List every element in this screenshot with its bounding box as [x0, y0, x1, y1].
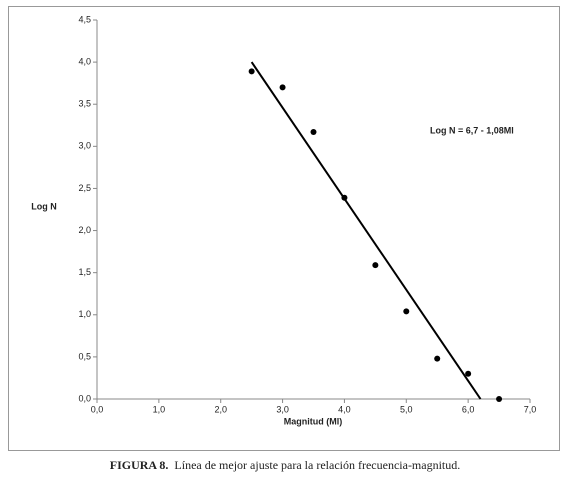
y-tick-label: 1,0 [78, 309, 91, 319]
x-tick-label: 7,0 [524, 404, 537, 414]
x-tick-label: 5,0 [400, 404, 413, 414]
annotation: Log N = 6,7 - 1,08Ml [430, 125, 514, 135]
y-tick-label: 3,0 [78, 141, 91, 151]
y-axis-label: Log N [31, 201, 57, 211]
x-tick-label: 0,0 [91, 404, 104, 414]
x-tick-label: 1,0 [153, 404, 166, 414]
data-point [434, 355, 441, 362]
chart-frame [8, 6, 560, 451]
data-point [465, 370, 472, 377]
y-tick-label: 2,0 [78, 225, 91, 235]
y-tick-label: 1,5 [78, 267, 91, 277]
x-tick-label: 3,0 [276, 404, 289, 414]
y-tick-label: 4,5 [78, 14, 91, 24]
data-point [310, 129, 317, 136]
data-point [248, 68, 255, 75]
x-tick-label: 4,0 [338, 404, 351, 414]
caption-label: FIGURA 8. [110, 458, 169, 472]
data-point [279, 84, 286, 91]
y-tick-label: 2,5 [78, 183, 91, 193]
x-tick-label: 2,0 [214, 404, 227, 414]
x-axis-label: Magnitud (Ml) [284, 416, 342, 426]
y-tick-label: 4,0 [78, 56, 91, 66]
data-point [341, 194, 348, 201]
caption-text: Línea de mejor ajuste para la relación f… [174, 458, 460, 472]
data-point [403, 308, 410, 315]
y-tick-label: 0,5 [78, 351, 91, 361]
caption: FIGURA 8. Línea de mejor ajuste para la r… [110, 458, 461, 472]
data-point [496, 396, 503, 402]
y-tick-label: 0,0 [78, 393, 91, 403]
y-tick-label: 3,5 [78, 99, 91, 109]
fit-line [250, 61, 482, 400]
data-point [372, 262, 379, 269]
x-tick-label: 6,0 [462, 404, 475, 414]
